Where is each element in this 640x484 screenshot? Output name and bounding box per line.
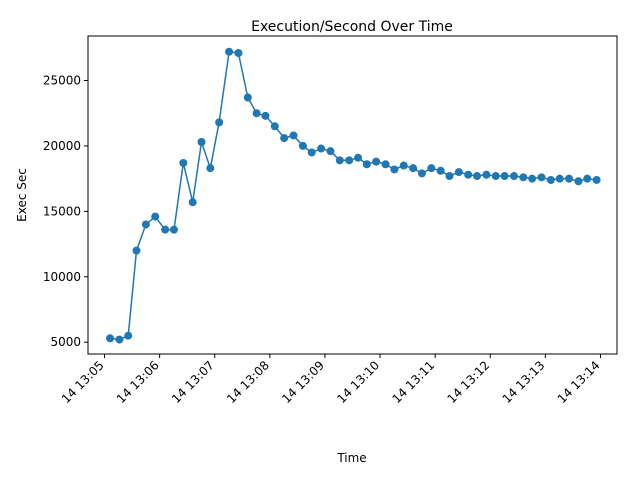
data-point — [519, 173, 528, 182]
data-point — [345, 156, 354, 165]
x-tick-label: 14 13:12 — [445, 358, 493, 406]
data-point — [482, 170, 491, 179]
x-tick-label: 14 13:05 — [59, 358, 107, 406]
plot-area-frame — [87, 35, 618, 355]
x-tick-label: 14 13:13 — [500, 358, 548, 406]
y-tick-label: 25000 — [43, 73, 81, 87]
data-point — [417, 169, 426, 178]
data-point — [390, 165, 399, 174]
data-point — [298, 141, 307, 150]
chart-title: Execution/Second Over Time — [251, 19, 453, 35]
x-tick-label: 14 13:10 — [334, 358, 382, 406]
data-point — [427, 164, 436, 173]
data-point — [115, 335, 124, 344]
series-line — [109, 50, 597, 341]
data-point — [491, 172, 500, 181]
data-point — [280, 134, 289, 143]
x-tick-label: 14 13:09 — [279, 358, 327, 406]
series-layer — [106, 47, 601, 344]
data-point — [243, 93, 252, 102]
y-tick-label: 15000 — [43, 204, 81, 218]
data-point — [537, 173, 546, 182]
y-tick-label: 10000 — [43, 270, 81, 284]
y-axis: 5000 10000 15000 20000 25000 — [43, 73, 88, 349]
data-point — [289, 131, 298, 140]
x-tick-label: 14 13:14 — [555, 358, 603, 406]
data-point — [592, 175, 601, 184]
data-point — [106, 334, 115, 343]
data-point — [399, 161, 408, 170]
data-point — [555, 174, 564, 183]
data-point — [464, 170, 473, 179]
data-point — [179, 158, 188, 167]
data-point — [151, 212, 160, 221]
data-point — [169, 225, 178, 234]
data-point — [234, 49, 243, 58]
data-point — [132, 246, 141, 255]
y-tick-label: 20000 — [43, 139, 81, 153]
data-point — [317, 144, 326, 153]
y-tick-label: 5000 — [50, 335, 81, 349]
x-tick-label: 14 13:11 — [389, 358, 437, 406]
data-point — [307, 148, 316, 157]
data-point — [381, 160, 390, 169]
data-point — [565, 174, 574, 183]
data-point — [141, 220, 150, 229]
data-point — [546, 175, 555, 184]
data-point — [500, 172, 509, 181]
data-point — [409, 164, 418, 173]
data-point — [206, 164, 215, 173]
data-point — [188, 198, 197, 207]
data-point — [445, 172, 454, 181]
data-point — [454, 168, 463, 177]
data-point — [473, 172, 482, 181]
x-tick-label: 14 13:07 — [169, 358, 217, 406]
data-point — [270, 122, 279, 131]
data-point — [354, 153, 363, 162]
data-point — [362, 160, 371, 169]
data-point — [372, 157, 381, 166]
data-point — [574, 177, 583, 186]
x-axis: 14 13:05 14 13:06 14 13:07 14 13:08 14 13:09… — [59, 354, 603, 406]
x-tick-label: 14 13:08 — [224, 358, 272, 406]
data-point — [161, 225, 170, 234]
data-point — [335, 156, 344, 165]
x-tick-label: 14 13:06 — [114, 358, 162, 406]
x-axis-label: Time — [336, 451, 366, 465]
data-point — [197, 138, 206, 146]
data-point — [436, 166, 445, 175]
data-point — [509, 172, 518, 181]
data-point — [261, 111, 270, 120]
data-point — [124, 331, 133, 340]
data-point — [528, 174, 537, 183]
data-point — [583, 174, 592, 183]
data-point — [252, 109, 261, 118]
data-point — [326, 147, 335, 156]
data-point — [225, 47, 234, 56]
data-point — [215, 118, 224, 127]
y-axis-label: Exec Sec — [15, 168, 29, 222]
